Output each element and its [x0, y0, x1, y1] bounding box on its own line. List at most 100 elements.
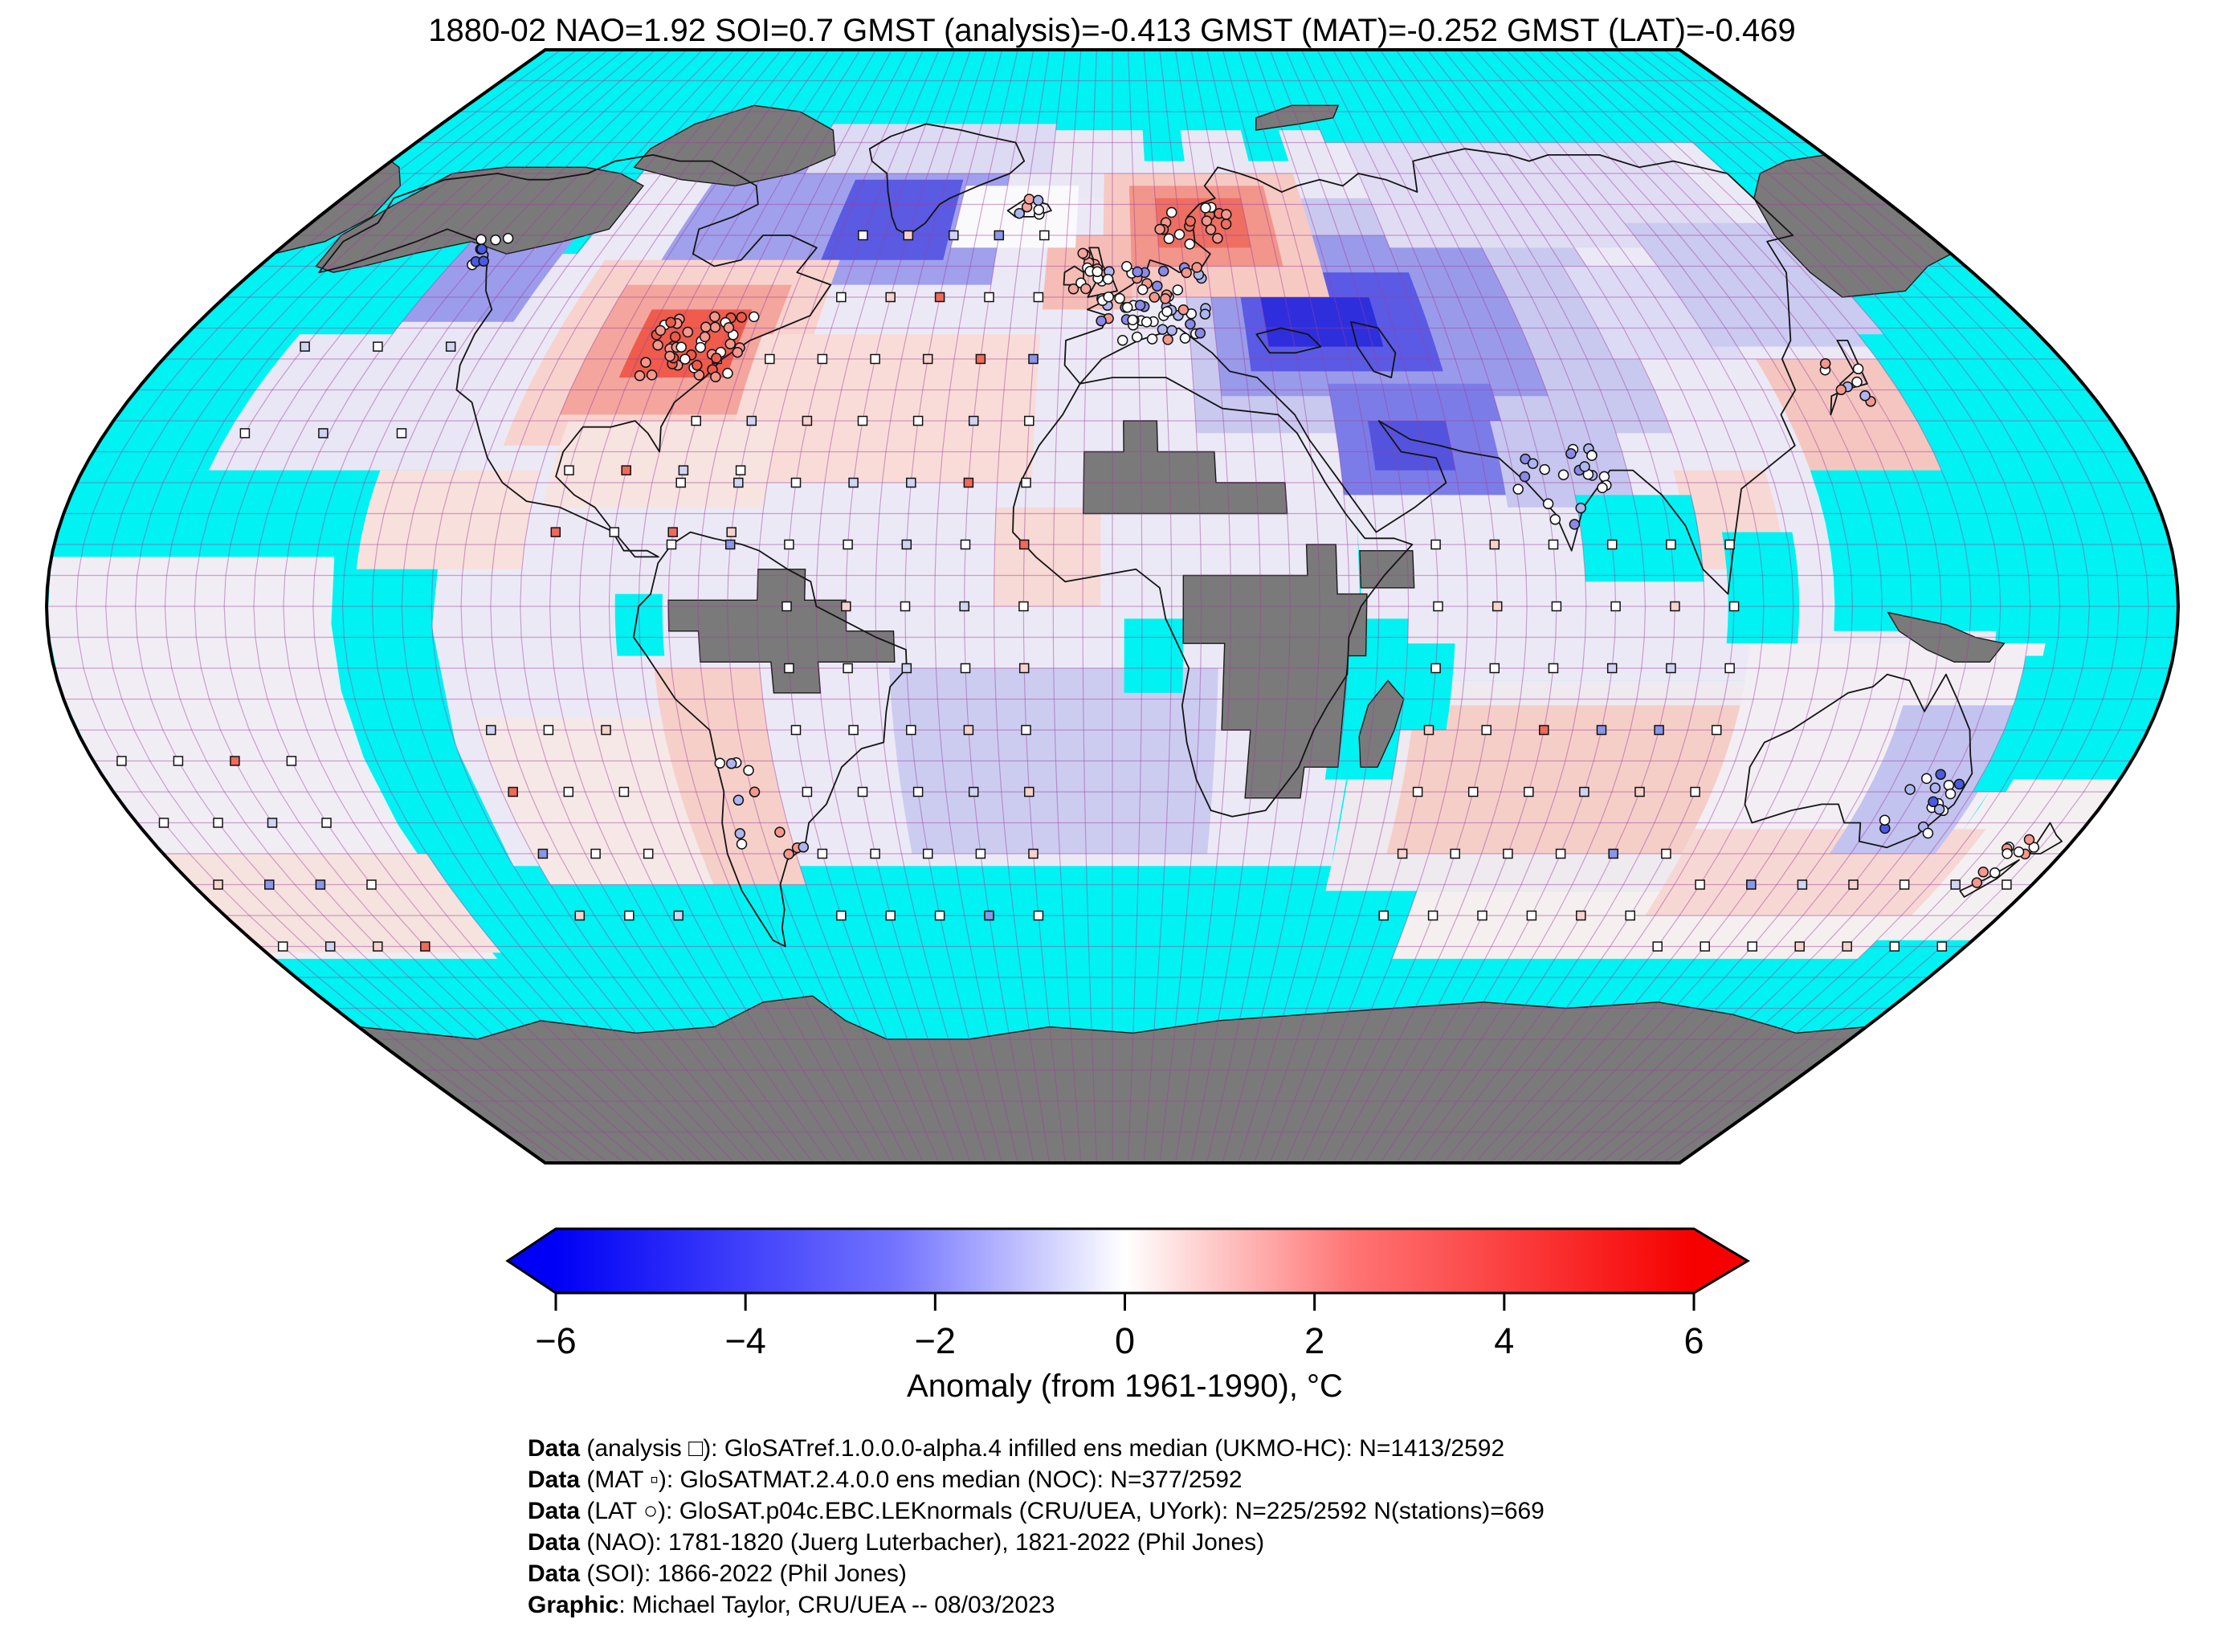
station-circle-marker [774, 826, 786, 838]
credit-prefix: Data [528, 1435, 581, 1462]
station-circle-marker [1935, 769, 1946, 781]
grid-cell-square-marker [858, 230, 868, 241]
station-circle-marker [1527, 458, 1539, 469]
grid-cell-square-marker [543, 724, 554, 736]
grid-cell-square-marker [267, 818, 278, 828]
grid-cell-square-marker [912, 415, 924, 426]
station-circle-marker [1157, 324, 1169, 335]
station-circle-marker [1023, 194, 1035, 205]
grid-cell-square-marker [1423, 724, 1434, 736]
grid-cell-square-marker [1033, 292, 1044, 303]
station-circle-marker [1184, 239, 1196, 250]
grid-cell-square-marker [1018, 539, 1030, 550]
station-circle-marker [1851, 376, 1863, 388]
grid-cell-square-marker [1576, 910, 1586, 921]
station-circle-marker [1586, 450, 1598, 461]
station-circle-marker [1014, 207, 1025, 219]
station-circle-marker [724, 338, 737, 350]
grid-cell-square-marker [1950, 879, 1961, 890]
grid-cell-square-marker [1412, 786, 1423, 797]
grid-cell-square-marker [1654, 724, 1664, 736]
data-credits: Data (analysis □): GloSATref.1.0.0.0-alp… [528, 1433, 1545, 1621]
grid-cell-square-marker [213, 818, 223, 828]
grid-cell-square-marker [1430, 663, 1441, 674]
grid-cell-square-marker [239, 428, 251, 438]
grid-cell-square-marker [618, 786, 630, 797]
station-circle-marker [1185, 215, 1196, 227]
station-circle-marker [2028, 842, 2040, 853]
station-circle-marker [1077, 247, 1088, 259]
station-circle-marker [655, 324, 667, 337]
station-circle-marker [725, 758, 737, 769]
colorbar-axis-label: Anomaly (from 1961-1990), °C [907, 1369, 1343, 1404]
grid-cell-square-marker [733, 477, 744, 488]
station-circle-marker [1575, 502, 1586, 514]
grid-cell-square-marker [1028, 353, 1039, 365]
station-circle-marker [1181, 267, 1192, 279]
station-circle-marker [732, 794, 745, 806]
station-circle-marker [475, 234, 487, 245]
grid-cell-square-marker [870, 848, 880, 859]
credit-line: Data (MAT ▫): GloSATMAT.2.4.0.0 ens medi… [528, 1464, 1545, 1495]
station-circle-marker [646, 369, 658, 381]
station-circle-marker [1904, 784, 1916, 795]
station-circle-marker [478, 255, 489, 267]
grid-cell-square-marker [1610, 601, 1621, 612]
station-circle-marker [1191, 262, 1202, 273]
grid-cell-square-marker [1555, 848, 1566, 859]
grid-cell-square-marker [1634, 786, 1645, 797]
station-circle-marker [1163, 233, 1175, 244]
grid-cell-square-marker [1039, 230, 1050, 241]
grid-cell-square-marker [1492, 601, 1503, 612]
grid-cell-square-marker [735, 465, 746, 475]
grid-cell-square-marker [366, 879, 377, 890]
grid-cell-square-marker [817, 848, 828, 859]
colorbar-tick-labels: −6 −4 −2 0 2 4 6 [482, 1320, 1767, 1365]
grid-cell-square-marker [984, 910, 994, 921]
projection-outline [44, 48, 2181, 1165]
grid-cell-square-marker [922, 848, 933, 859]
credit-prefix: Data [528, 1529, 581, 1556]
station-circle-marker [1519, 471, 1531, 483]
station-circle-marker [1944, 788, 1957, 800]
grid-cell-square-marker [1018, 663, 1030, 674]
grid-cell-square-marker [643, 848, 654, 859]
station-circle-marker [1565, 448, 1577, 459]
station-circle-marker [1121, 301, 1133, 313]
grid-cell-square-marker [373, 341, 383, 352]
grid-cell-square-marker [678, 465, 689, 475]
grid-cell-square-marker [790, 477, 802, 488]
grid-cell-square-marker [550, 527, 561, 537]
grid-cell-square-marker [963, 477, 974, 488]
station-circle-marker [1179, 332, 1191, 344]
station-circle-marker [665, 316, 676, 328]
station-circle-marker [1953, 778, 1965, 790]
grid-cell-square-marker [1794, 941, 1805, 952]
grid-cell-square-marker [1666, 663, 1676, 674]
grid-cell-square-marker [675, 477, 686, 488]
grid-cell-square-marker [1018, 601, 1029, 612]
colorbar-gradient-bar [505, 1227, 1750, 1295]
station-circle-marker [1212, 232, 1223, 244]
grid-cell-square-marker [173, 756, 184, 766]
grid-cell-square-marker [1606, 663, 1618, 674]
station-circle-marker [1177, 304, 1190, 316]
grid-cell-square-marker [900, 601, 911, 612]
grid-cell-square-marker [508, 786, 518, 797]
grid-cell-square-marker [264, 879, 275, 890]
grid-cell-square-marker [1539, 724, 1549, 736]
credit-prefix: Graphic [528, 1592, 619, 1618]
station-circle-marker [722, 368, 733, 379]
station-circle-marker [1166, 324, 1177, 337]
credit-line: Graphic: Michael Taylor, CRU/UEA -- 08/0… [528, 1589, 1545, 1621]
station-circle-marker [1933, 804, 1945, 815]
grid-cell-square-marker [1028, 848, 1039, 859]
grid-cell-square-marker [802, 786, 813, 797]
station-circle-marker [736, 312, 748, 323]
grid-cell-square-marker [1450, 848, 1460, 859]
grid-cell-square-marker [2002, 879, 2012, 890]
station-circle-marker [2002, 848, 2013, 859]
grid-cell-square-marker [1551, 601, 1562, 612]
grid-cell-square-marker [445, 341, 456, 352]
grid-cell-square-marker [975, 848, 986, 859]
